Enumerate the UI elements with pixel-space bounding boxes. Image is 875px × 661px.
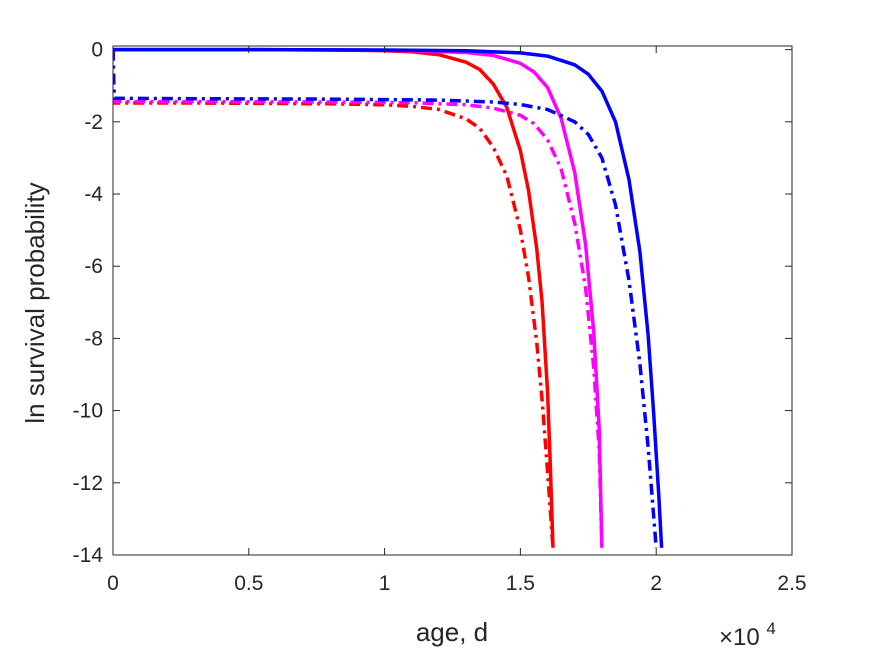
y-tick-label: -12	[73, 472, 103, 495]
x-tick-label: 2.5	[777, 572, 806, 595]
tick-layer: 0 0.5 1 1.5 2 2.5 0 -2 -4 -6 -8 -10 -12 -14	[73, 39, 807, 595]
y-tick-label: -2	[84, 111, 103, 134]
x-tick-label: 0.5	[234, 572, 263, 595]
y-tick-label: -14	[73, 544, 104, 567]
x-tick-label: 1.5	[506, 572, 535, 595]
y-tick-label: -4	[84, 183, 103, 206]
axes-frame	[112, 45, 793, 556]
series-layer	[113, 47, 664, 548]
series-line-5	[113, 47, 664, 548]
plot-area	[113, 46, 792, 555]
axes-box	[112, 45, 793, 556]
x-tick-label: 0	[107, 572, 119, 595]
svg-text:×10 4: ×10 4	[719, 619, 776, 651]
x-exponent-base: ×10	[719, 624, 760, 651]
y-tick-label: -10	[73, 400, 103, 423]
series-line-4	[113, 49, 604, 548]
x-axis-exponent: ×10 4	[719, 619, 776, 651]
x-tick-label: 2	[650, 572, 662, 595]
series-line-6	[113, 49, 658, 548]
y-tick-label: -6	[84, 255, 103, 278]
x-tick-label: 1	[379, 572, 391, 595]
x-exponent-power: 4	[766, 619, 775, 638]
series-line-2	[113, 49, 555, 548]
y-axis-label: ln survival probability	[20, 182, 50, 423]
y-tick-label: -8	[84, 327, 103, 350]
plot-background	[113, 46, 792, 555]
y-tick-label: 0	[91, 39, 103, 62]
x-axis-label: age, d	[416, 617, 488, 647]
